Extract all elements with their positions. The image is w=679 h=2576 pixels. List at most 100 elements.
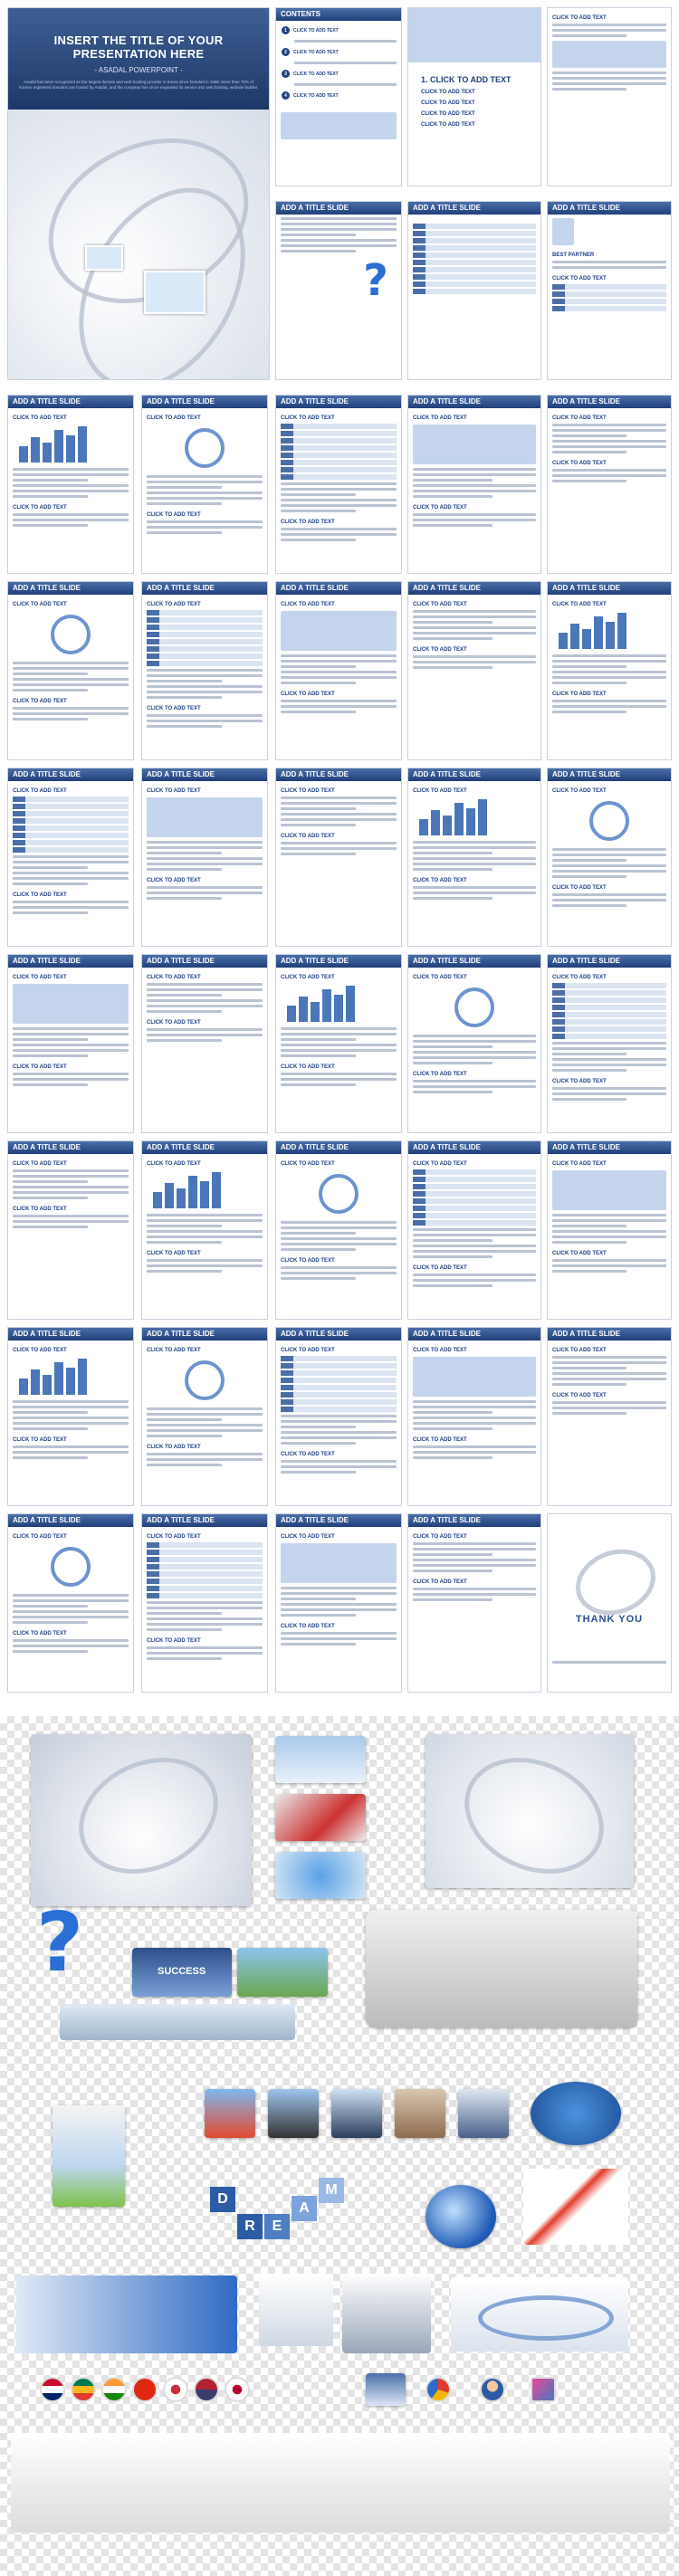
slide-subheading: CLICK TO ADD TEXT bbox=[281, 415, 335, 421]
content-slide[interactable]: ADD A TITLE SLIDE CLICK TO ADD TEXT CLICK … bbox=[7, 581, 134, 760]
slide-subheading: CLICK TO ADD TEXT bbox=[413, 1265, 467, 1271]
businessmen-image bbox=[342, 2274, 431, 2353]
content-slide[interactable]: ADD A TITLE SLIDE CLICK TO ADD TEXT CLICK … bbox=[141, 768, 268, 947]
content-slide[interactable]: ADD A TITLE SLIDE ? bbox=[275, 201, 402, 380]
contents-item[interactable]: 2 CLICK TO ADD TEXT bbox=[282, 48, 396, 56]
wave-graphic bbox=[451, 2277, 628, 2352]
content-slide[interactable]: ADD A TITLE SLIDE CLICK TO ADD TEXT CLICK … bbox=[7, 1140, 134, 1320]
content-slide[interactable]: ADD A TITLE SLIDE CLICK TO ADD TEXT CLICK … bbox=[7, 1513, 134, 1693]
section-item[interactable]: CLICK TO ADD TEXT bbox=[421, 90, 475, 95]
content-slide[interactable]: ADD A TITLE SLIDE CLICK TO ADD TEXT CLICK … bbox=[407, 1140, 541, 1320]
contents-item[interactable]: 4 CLICK TO ADD TEXT bbox=[282, 91, 396, 100]
slide-subheading: CLICK TO ADD TEXT bbox=[281, 1534, 335, 1540]
content-slide[interactable]: ADD A TITLE SLIDE CLICK TO ADD TEXT CLICK … bbox=[275, 1513, 402, 1693]
slide-subheading: CLICK TO ADD TEXT bbox=[281, 1348, 335, 1353]
content-slide[interactable]: ADD A TITLE SLIDE CLICK TO ADD TEXT CLICK … bbox=[407, 1327, 541, 1506]
success-label: SUCCESS bbox=[158, 1966, 206, 1977]
chart-icon bbox=[366, 2373, 406, 2406]
slide-subheading: CLICK TO ADD TEXT bbox=[413, 415, 467, 421]
slide-subheading: CLICK TO ADD TEXT bbox=[413, 647, 467, 653]
contents-slide[interactable]: CONTENTS 1 CLICK TO ADD TEXT 2 CLICK TO AD… bbox=[275, 7, 402, 186]
title-band: INSERT THE TITLE OF YOUR PRESENTATION HE… bbox=[8, 8, 269, 110]
content-slide[interactable]: ADD A TITLE SLIDE CLICK TO ADD TEXT CLICK … bbox=[275, 1327, 402, 1506]
title-slide[interactable]: INSERT THE TITLE OF YOUR PRESENTATION HE… bbox=[7, 7, 270, 380]
content-slide[interactable]: ADD A TITLE SLIDE CLICK TO ADD TEXT CLICK … bbox=[547, 1140, 672, 1320]
content-slide[interactable]: ADD A TITLE SLIDE CLICK TO ADD TEXT CLICK … bbox=[7, 768, 134, 947]
text-slide[interactable]: CLICK TO ADD TEXT bbox=[547, 7, 672, 186]
number-badge: 2 bbox=[282, 48, 290, 56]
content-slide[interactable]: ADD A TITLE SLIDE CLICK TO ADD TEXT CLICK … bbox=[141, 1327, 268, 1506]
section-slide[interactable]: 1. CLICK TO ADD TEXT CLICK TO ADD TEXT C… bbox=[407, 7, 541, 186]
slide-header: ADD A TITLE SLIDE bbox=[408, 768, 540, 781]
content-slide[interactable]: ADD A TITLE SLIDE CLICK TO ADD TEXT CLICK … bbox=[275, 954, 402, 1133]
korea-flag-icon bbox=[163, 2377, 188, 2402]
content-slide[interactable]: ADD A TITLE SLIDE CLICK TO ADD TEXT CLICK … bbox=[275, 581, 402, 760]
slide-subheading: CLICK TO ADD TEXT bbox=[13, 415, 67, 421]
content-slide[interactable]: ADD A TITLE SLIDE CLICK TO ADD TEXT CLICK … bbox=[141, 1513, 268, 1693]
slide-subheading: CLICK TO ADD TEXT bbox=[552, 788, 607, 794]
dream-block: R bbox=[237, 2214, 263, 2239]
content-slide[interactable]: ADD A TITLE SLIDE CLICK TO ADD TEXT CLICK … bbox=[141, 1140, 268, 1320]
slide-subheading: CLICK TO ADD TEXT bbox=[413, 1348, 467, 1353]
slide-subheading: CLICK TO ADD TEXT bbox=[13, 602, 67, 607]
content-slide[interactable]: ADD A TITLE SLIDE CLICK TO ADD TEXT CLICK … bbox=[547, 954, 672, 1133]
table-graphic bbox=[142, 610, 267, 666]
image-placeholder bbox=[413, 425, 536, 464]
slide-header: ADD A TITLE SLIDE bbox=[142, 582, 267, 595]
usa-flag-icon bbox=[194, 2377, 219, 2402]
slide-subheading: CLICK TO ADD TEXT bbox=[552, 1251, 607, 1256]
content-slide[interactable]: ADD A TITLE SLIDE CLICK TO ADD TEXT CLICK … bbox=[7, 395, 134, 574]
slide-subheading: CLICK TO ADD TEXT bbox=[281, 692, 335, 697]
profile-slide[interactable]: ADD A TITLE SLIDE BEST PARTNER CLICK TO … bbox=[547, 201, 672, 380]
image-placeholder bbox=[281, 1543, 397, 1583]
slide-subheading: CLICK TO ADD TEXT bbox=[281, 520, 335, 525]
bar-chart-graphic bbox=[559, 613, 660, 649]
content-slide[interactable]: ADD A TITLE SLIDE CLICK TO ADD TEXT CLICK … bbox=[141, 581, 268, 760]
circle-diagram bbox=[185, 1360, 225, 1400]
slide-subheading: CLICK TO ADD TEXT bbox=[413, 1072, 467, 1077]
content-slide[interactable]: ADD A TITLE SLIDE CLICK TO ADD TEXT CLICK … bbox=[141, 395, 268, 574]
timeline-slide[interactable]: ADD A TITLE SLIDE bbox=[407, 201, 541, 380]
content-slide[interactable]: ADD A TITLE SLIDE CLICK TO ADD TEXT CLICK … bbox=[7, 954, 134, 1133]
slide-subheading: CLICK TO ADD TEXT bbox=[13, 1631, 67, 1636]
content-slide[interactable]: ADD A TITLE SLIDE CLICK TO ADD TEXT CLICK … bbox=[275, 395, 402, 574]
slide-header: ADD A TITLE SLIDE bbox=[142, 1514, 267, 1527]
thank-you-slide[interactable]: THANK YOU bbox=[547, 1513, 672, 1693]
section-item[interactable]: CLICK TO ADD TEXT bbox=[421, 122, 475, 128]
slide-header: ADD A TITLE SLIDE bbox=[142, 1328, 267, 1340]
content-slide[interactable]: ADD A TITLE SLIDE CLICK TO ADD TEXT CLICK … bbox=[275, 768, 402, 947]
question-mark-icon: ? bbox=[363, 255, 388, 306]
slide-subheading: CLICK TO ADD TEXT bbox=[147, 975, 201, 980]
content-slide[interactable]: ADD A TITLE SLIDE CLICK TO ADD TEXT CLICK … bbox=[407, 395, 541, 574]
content-slide[interactable]: ADD A TITLE SLIDE CLICK TO ADD TEXT CLICK … bbox=[7, 1327, 134, 1506]
content-slide[interactable]: ADD A TITLE SLIDE CLICK TO ADD TEXT CLICK … bbox=[141, 954, 268, 1133]
content-slide[interactable]: ADD A TITLE SLIDE CLICK TO ADD TEXT CLICK … bbox=[407, 768, 541, 947]
content-slide[interactable]: ADD A TITLE SLIDE CLICK TO ADD TEXT CLICK … bbox=[275, 1140, 402, 1320]
contents-item[interactable]: 3 CLICK TO ADD TEXT bbox=[282, 70, 396, 78]
content-slide[interactable]: ADD A TITLE SLIDE CLICK TO ADD TEXT CLICK … bbox=[547, 1327, 672, 1506]
contents-item[interactable]: 1 CLICK TO ADD TEXT bbox=[282, 26, 396, 34]
content-slide[interactable]: ADD A TITLE SLIDE CLICK TO ADD TEXT CLICK … bbox=[547, 581, 672, 760]
slide-subheading: CLICK TO ADD TEXT bbox=[281, 834, 335, 839]
content-slide[interactable]: ADD A TITLE SLIDE CLICK TO ADD TEXT CLICK … bbox=[407, 1513, 541, 1693]
slide-subheading: CLICK TO ADD TEXT bbox=[552, 276, 607, 281]
slide-header: ADD A TITLE SLIDE bbox=[548, 955, 671, 968]
number-badge: 4 bbox=[282, 91, 290, 100]
slide-subheading: CLICK TO ADD TEXT bbox=[147, 706, 201, 711]
content-slide[interactable]: ADD A TITLE SLIDE CLICK TO ADD TEXT CLICK … bbox=[547, 768, 672, 947]
slide-header: ADD A TITLE SLIDE bbox=[408, 1514, 540, 1527]
content-slide[interactable]: ADD A TITLE SLIDE CLICK TO ADD TEXT CLICK … bbox=[407, 954, 541, 1133]
slide-subheading: CLICK TO ADD TEXT bbox=[552, 885, 607, 891]
slide-header: ADD A TITLE SLIDE bbox=[142, 955, 267, 968]
content-slide[interactable]: ADD A TITLE SLIDE CLICK TO ADD TEXT CLICK … bbox=[407, 581, 541, 760]
dream-block: A bbox=[292, 2196, 317, 2221]
section-item[interactable]: CLICK TO ADD TEXT bbox=[421, 111, 475, 117]
section-item[interactable]: CLICK TO ADD TEXT bbox=[421, 100, 475, 106]
slide-subheading: CLICK TO ADD TEXT bbox=[413, 602, 467, 607]
slide-header: ADD A TITLE SLIDE bbox=[276, 582, 401, 595]
slide-header: ADD A TITLE SLIDE bbox=[276, 202, 401, 215]
dream-block: D bbox=[210, 2187, 235, 2212]
content-slide[interactable]: ADD A TITLE SLIDE CLICK TO ADD TEXT CLICK … bbox=[547, 395, 672, 574]
success-image: SUCCESS bbox=[132, 1948, 232, 1997]
businessman-image bbox=[53, 2105, 125, 2207]
